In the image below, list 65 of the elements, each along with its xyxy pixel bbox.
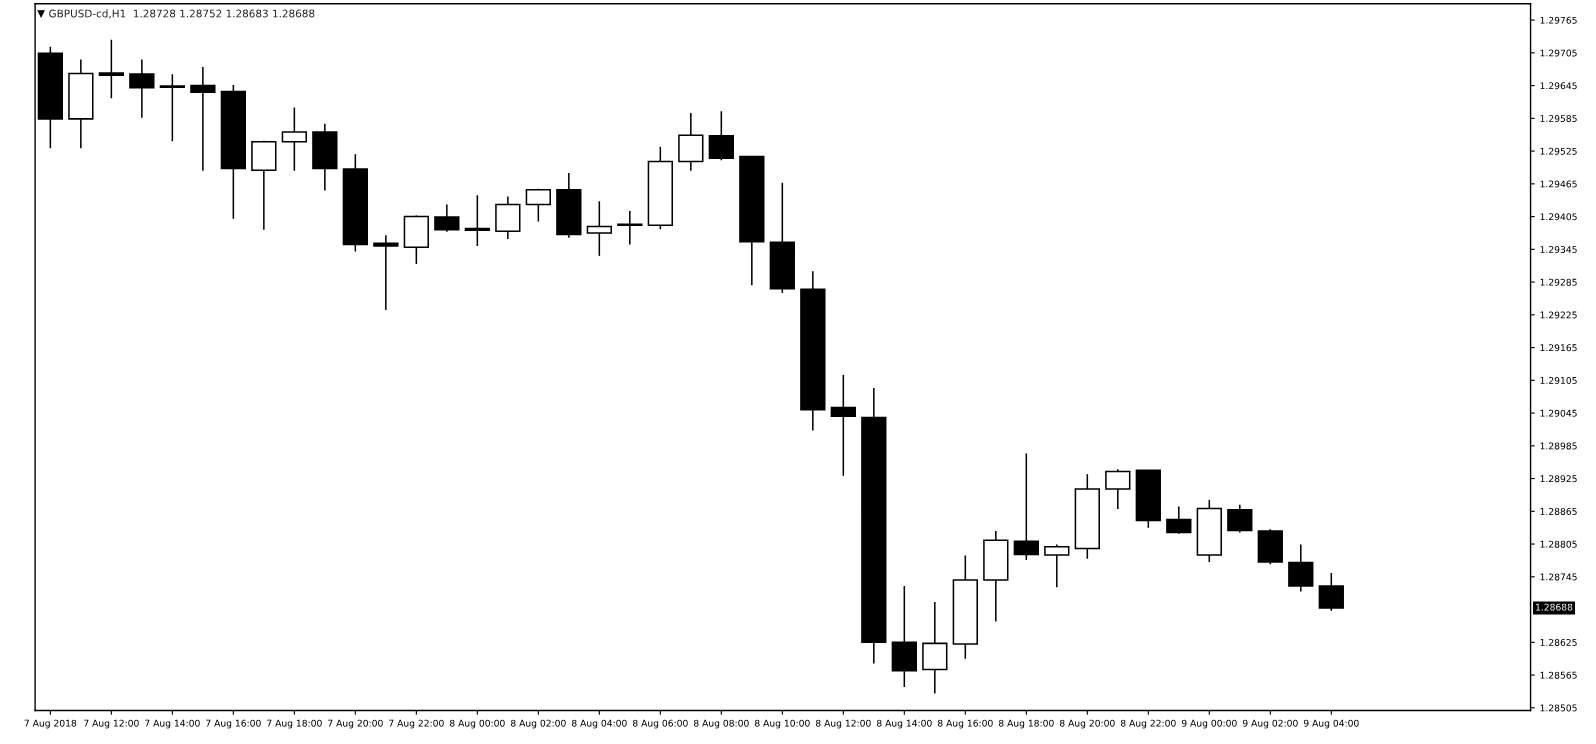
x-tick-label: 7 Aug 12:00 [84, 719, 139, 729]
y-tick-label: 1.29345 [1540, 246, 1577, 253]
candlestick [98, 38, 125, 99]
x-tick-label: 7 Aug 14:00 [145, 719, 200, 729]
candlestick [281, 106, 308, 172]
x-tick-label: 8 Aug 22:00 [1120, 719, 1176, 729]
candlestick [830, 374, 856, 477]
y-tick-label: 1.29465 [1540, 180, 1577, 188]
x-tick-label: 9 Aug 04:00 [1303, 719, 1359, 729]
y-tick-label: 1.28805 [1540, 540, 1577, 548]
candlestick [464, 194, 491, 247]
x-tick-label: 7 Aug 20:00 [328, 719, 383, 729]
x-tick-label: 8 Aug 14:00 [876, 719, 932, 729]
candlestick [373, 234, 399, 311]
y-tick-label: 1.29285 [1540, 278, 1577, 286]
x-tick-label: 7 Aug 16:00 [206, 719, 261, 729]
y-tick-label: 1.29525 [1540, 147, 1577, 155]
x-tick-label: 8 Aug 18:00 [998, 719, 1054, 729]
y-tick-label: 1.28985 [1540, 442, 1577, 450]
candlestick [1227, 503, 1253, 534]
y-tick-label: 1.28625 [1540, 638, 1577, 646]
x-tick-label: 7 Aug 18:00 [267, 719, 322, 729]
candlestick [190, 66, 216, 172]
candlestick [1105, 468, 1131, 510]
y-tick-label: 1.28745 [1540, 573, 1577, 581]
x-tick-label: 8 Aug 10:00 [754, 719, 810, 729]
y-tick-label: 1.29645 [1540, 82, 1577, 90]
candlestick [708, 110, 734, 162]
y-tick-label: 1.29705 [1540, 49, 1577, 57]
x-tick-label: 9 Aug 02:00 [1242, 719, 1298, 729]
chart-title: GBPUSD-cd,H1 1.28728 1.28752 1.28683 1.28688 [49, 9, 315, 19]
x-tick-label: 8 Aug 16:00 [937, 719, 993, 729]
text: 1.28688 [1536, 603, 1573, 611]
y-tick-label: 1.29105 [1540, 377, 1577, 384]
candlestick [525, 187, 551, 223]
y-tick-label: 1.29405 [1540, 213, 1577, 221]
candlestick [129, 58, 155, 119]
candlestick [1318, 572, 1344, 612]
y-tick-label: 1.29765 [1540, 16, 1577, 24]
x-tick-label: 7 Aug 22:00 [389, 719, 444, 729]
candlestick [617, 210, 643, 246]
candlestick [1013, 452, 1039, 561]
x-tick-label: 7 Aug 2018 [24, 719, 77, 729]
x-tick-label: 8 Aug 20:00 [1059, 719, 1115, 729]
x-tick-label: 8 Aug 02:00 [510, 719, 566, 729]
y-tick-label: 1.29225 [1540, 311, 1577, 319]
candlestick [586, 200, 612, 257]
candlestick [434, 203, 460, 233]
candlestick [1288, 543, 1314, 593]
x-tick-label: 8 Aug 06:00 [632, 719, 688, 729]
candlestick [1044, 543, 1070, 588]
y-tick-label: 1.29165 [1540, 344, 1577, 352]
y-tick-label: 1.28925 [1540, 475, 1577, 483]
candlestick [1166, 505, 1192, 535]
x-tick-label: 8 Aug 04:00 [571, 719, 627, 729]
y-tick-label: 1.28865 [1540, 507, 1577, 515]
x-tick-label: 8 Aug 08:00 [693, 719, 749, 729]
y-tick-label: 1.28505 [1540, 704, 1577, 712]
candlestick [159, 73, 186, 143]
y-tick-label: 1.28565 [1540, 671, 1577, 679]
y-tick-label: 1.29585 [1540, 115, 1577, 122]
y-tick-label: 1.29045 [1540, 409, 1577, 417]
x-tick-label: 8 Aug 00:00 [449, 719, 505, 729]
x-tick-label: 9 Aug 00:00 [1181, 719, 1237, 729]
x-tick-label: 8 Aug 12:00 [815, 719, 871, 729]
